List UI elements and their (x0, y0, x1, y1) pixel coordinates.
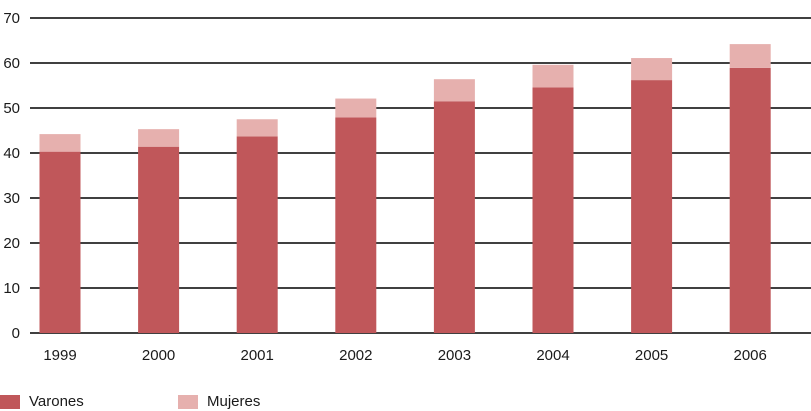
x-tick-label: 2000 (142, 347, 175, 364)
y-tick-label: 60 (3, 55, 20, 72)
x-tick-label: 2002 (339, 347, 372, 364)
bar-mujeres-2000 (138, 129, 180, 147)
bar-varones-2006 (729, 67, 771, 333)
legend-swatch-mujeres (178, 394, 198, 409)
y-tick-label: 20 (3, 235, 20, 252)
legend: Varones Mujeres (0, 392, 811, 411)
x-tick-label: 2004 (536, 347, 569, 364)
y-tick-label: 70 (3, 10, 20, 27)
y-tick-label: 30 (3, 190, 20, 207)
bar-mujeres-2005 (631, 58, 673, 81)
bar-mujeres-2004 (532, 64, 574, 88)
x-axis-tick-labels: 1999 2000 2001 2002 2003 2004 2005 2006 (43, 347, 767, 364)
stacked-bar-chart: 0 10 20 30 40 50 60 70 1999 2000 2001 2002 2003 2004… (3, 10, 811, 364)
x-tick-label: 2003 (438, 347, 471, 364)
bar-varones-2002 (335, 117, 377, 333)
legend-item-mujeres: Mujeres (178, 392, 260, 411)
bar-mujeres-1999 (39, 134, 81, 152)
bar-varones-2001 (236, 136, 278, 333)
bar-varones-2005 (631, 80, 673, 333)
bar-varones-2003 (433, 101, 475, 333)
bar-mujeres-2002 (335, 98, 377, 118)
x-tick-label: 2005 (635, 347, 668, 364)
bar-varones-1999 (39, 151, 81, 333)
y-tick-label: 10 (3, 280, 20, 297)
legend-label-varones: Varones (29, 393, 84, 410)
y-tick-label: 50 (3, 100, 20, 117)
x-tick-label: 1999 (43, 347, 76, 364)
bar-mujeres-2006 (729, 44, 771, 68)
y-tick-label: 40 (3, 145, 20, 162)
y-axis-tick-labels: 0 10 20 30 40 50 60 70 (3, 10, 20, 342)
x-tick-label: 2006 (734, 347, 767, 364)
y-tick-label: 0 (12, 325, 20, 342)
legend-swatch-varones (0, 394, 20, 409)
bars (39, 44, 771, 333)
bar-mujeres-2001 (236, 119, 278, 137)
bar-mujeres-2003 (433, 79, 475, 102)
bar-varones-2004 (532, 87, 574, 333)
legend-label-mujeres: Mujeres (207, 393, 261, 410)
bar-varones-2000 (138, 146, 180, 333)
x-tick-label: 2001 (241, 347, 274, 364)
legend-item-varones: Varones (0, 392, 84, 411)
